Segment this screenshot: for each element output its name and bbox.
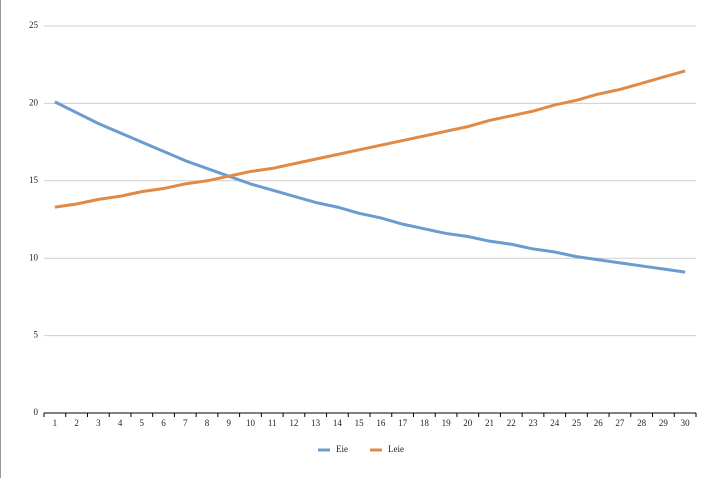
x-tick-label: 15 (355, 418, 365, 428)
y-tick-label: 15 (29, 175, 39, 185)
x-tick-label: 14 (333, 418, 343, 428)
x-tick-label: 10 (246, 418, 256, 428)
x-tick-label: 13 (311, 418, 321, 428)
x-tick-label: 30 (681, 418, 691, 428)
x-tick-label: 23 (529, 418, 539, 428)
x-tick-label: 29 (659, 418, 669, 428)
x-tick-label: 6 (161, 418, 166, 428)
y-tick-label: 20 (29, 97, 39, 107)
x-tick-label: 12 (289, 418, 298, 428)
x-tick-label: 2 (74, 418, 79, 428)
x-tick-label: 7 (183, 418, 188, 428)
x-tick-label: 18 (420, 418, 430, 428)
y-tick-label: 0 (34, 407, 39, 417)
x-tick-label: 19 (442, 418, 452, 428)
series-line (54, 69, 686, 209)
legend-label: Leie (388, 444, 404, 454)
legend-label: Eie (336, 444, 348, 454)
x-tick-label: 21 (485, 418, 494, 428)
x-tick-label: 4 (118, 418, 123, 428)
x-tick-label: 25 (572, 418, 582, 428)
x-tick-label: 22 (507, 418, 516, 428)
y-tick-label: 25 (29, 20, 39, 30)
x-tick-label: 16 (376, 418, 386, 428)
x-tick-label: 3 (96, 418, 101, 428)
x-tick-label: 1 (53, 418, 58, 428)
x-tick-label: 17 (398, 418, 408, 428)
y-tick-label: 5 (34, 330, 39, 340)
series-line (54, 100, 686, 274)
x-tick-label: 20 (463, 418, 473, 428)
x-tick-label: 27 (615, 418, 625, 428)
x-tick-label: 24 (550, 418, 560, 428)
x-tick-label: 5 (140, 418, 145, 428)
x-tick-label: 26 (594, 418, 604, 428)
y-tick-label: 10 (29, 252, 39, 262)
x-tick-label: 28 (637, 418, 647, 428)
x-tick-label: 11 (268, 418, 277, 428)
x-tick-label: 8 (205, 418, 210, 428)
x-tick-label: 9 (226, 418, 231, 428)
